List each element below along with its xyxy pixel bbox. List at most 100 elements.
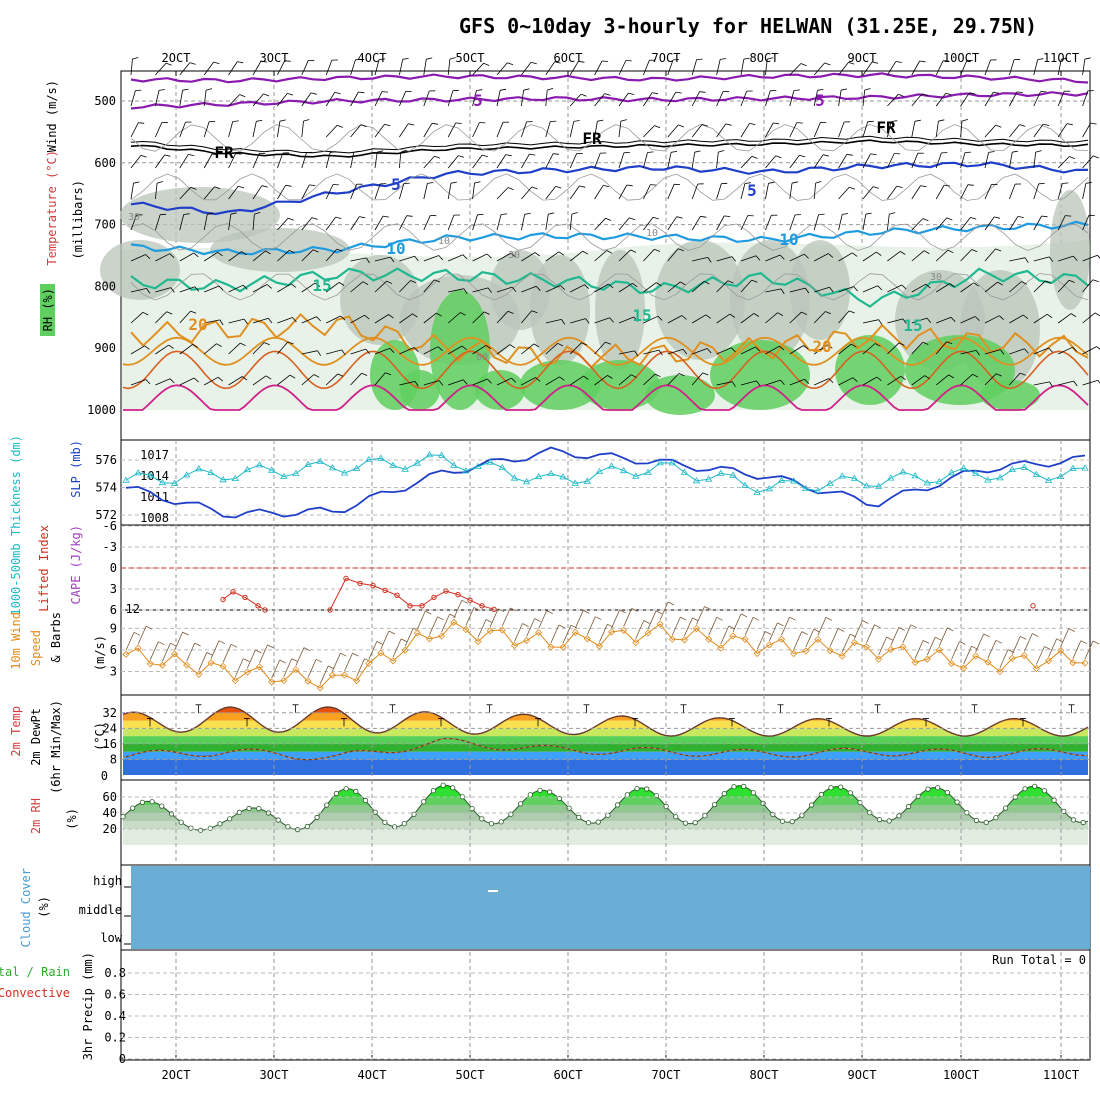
wind10-barb-flag-45 [680, 617, 686, 620]
barb-230 [863, 214, 866, 230]
barb-130 [375, 152, 377, 168]
label-slp: SLP (mb) [69, 440, 83, 498]
barb-167 [302, 185, 310, 199]
cape-tick-0: 12 [126, 602, 140, 616]
barb-158 [1058, 157, 1069, 169]
barb-32 [912, 61, 920, 75]
barb-flag-24 [720, 59, 726, 60]
rh-marker-182 [1003, 806, 1007, 810]
barb-196 [1009, 184, 1015, 199]
label-temperature: Temperature (°C) [45, 150, 59, 266]
temp-band-5 [121, 721, 1090, 729]
barb-16 [521, 62, 531, 75]
rh-marker-46 [344, 787, 348, 791]
barb-flag-219 [606, 218, 612, 220]
barb-39 [1083, 59, 1085, 75]
contour-label-19: 60 [476, 352, 488, 363]
rh-marker-170 [945, 790, 949, 794]
wind10-barb-flag-70 [984, 634, 990, 637]
rh-marker-72 [470, 806, 474, 810]
wind10-barb-flag-12 [280, 660, 286, 663]
wind10-barb-flag-47 [705, 607, 711, 610]
barb-flag-73 [946, 93, 952, 95]
cloud-tick-1: middle [79, 903, 122, 917]
barb-flag-192 [921, 186, 927, 187]
rh-marker-24 [237, 810, 241, 814]
barb-flag-132 [435, 156, 441, 158]
barb-flag-161 [157, 182, 163, 184]
barb-235 [985, 217, 994, 230]
barb-208 [326, 217, 335, 230]
barb-121 [155, 155, 164, 168]
wind10-barb-flag-3 [170, 643, 176, 646]
pressure-tick-3: 800 [94, 279, 116, 293]
wind10-barb-flag-17 [340, 653, 346, 656]
contour-label-8: 10 [779, 230, 798, 249]
barb-flag-236 [1018, 216, 1024, 217]
rh-marker-102 [615, 803, 619, 807]
rh-grey-10 [1050, 190, 1090, 310]
contour-label-6: 5 [747, 181, 757, 200]
barb-75 [985, 92, 993, 106]
contour-label-9: 15 [312, 276, 331, 295]
wind10-barb-17 [332, 653, 340, 671]
rh-marker-162 [906, 804, 910, 808]
rh-marker-198 [1081, 820, 1085, 824]
wind10-barb-flag-6 [207, 652, 213, 655]
barb-flag-150 [871, 154, 877, 155]
barb-flag-220 [629, 218, 635, 220]
wind10-barb-21 [381, 631, 389, 649]
rh-marker-172 [955, 800, 959, 804]
barb-flag-193 [944, 185, 950, 186]
barb-35 [985, 60, 991, 75]
barb-flag-190 [873, 187, 879, 189]
rh-marker-28 [257, 806, 261, 810]
rh-marker-22 [228, 817, 232, 821]
wind10-barb-10 [247, 650, 255, 668]
top-date-6: 8OCT [750, 51, 779, 65]
wind10-barb-58 [830, 629, 838, 647]
rh-marker-44 [334, 791, 338, 795]
barb-117 [1034, 124, 1043, 137]
rh-bands [121, 773, 1090, 845]
rh-marker-114 [674, 815, 678, 819]
contour-label-0: 5 [473, 91, 483, 110]
thickness-tick-1: 574 [95, 481, 117, 495]
barb-flag-75 [993, 92, 999, 93]
temp-band-6 [121, 713, 1090, 721]
barb-flag-118 [1067, 124, 1073, 125]
barb-234 [961, 217, 971, 230]
barb-flag-174 [475, 182, 481, 184]
rh-marker-160 [897, 814, 901, 818]
barb-116 [1009, 125, 1019, 137]
wind10-barb-flag-8 [231, 644, 237, 647]
barb-186 [765, 183, 768, 199]
barb-flag-57 [547, 88, 553, 90]
barb-15 [497, 63, 507, 75]
barb-flag-114 [962, 119, 968, 121]
wind10-barb-23 [405, 628, 413, 646]
barb-172 [424, 183, 428, 199]
contour-label-14: 30 [128, 212, 140, 223]
barb-flag-48 [335, 92, 341, 93]
barb-flag-149 [847, 154, 853, 155]
barb-211 [399, 216, 406, 230]
label-wind: Wind (m/s) [45, 80, 59, 152]
barb-flag-97 [550, 121, 556, 122]
barb-flag-44 [240, 95, 246, 97]
bottom-date-0: 2OCT [162, 1068, 191, 1082]
barb-189 [839, 187, 850, 199]
barb-139 [595, 153, 601, 168]
pressure-tick-5: 1000 [87, 403, 116, 417]
pressure-tick-0: 500 [94, 94, 116, 108]
barb-flag-175 [508, 188, 513, 190]
barb-195 [985, 184, 992, 199]
bottom-date-3: 5OCT [456, 1068, 485, 1082]
barb-225 [741, 216, 748, 231]
barb-flag-187 [792, 182, 798, 183]
barb-136 [521, 154, 529, 168]
barb-flag-142 [671, 151, 677, 152]
barb-49 [351, 92, 359, 106]
barb-126 [277, 153, 283, 168]
li-tick-4: 6 [110, 603, 117, 617]
